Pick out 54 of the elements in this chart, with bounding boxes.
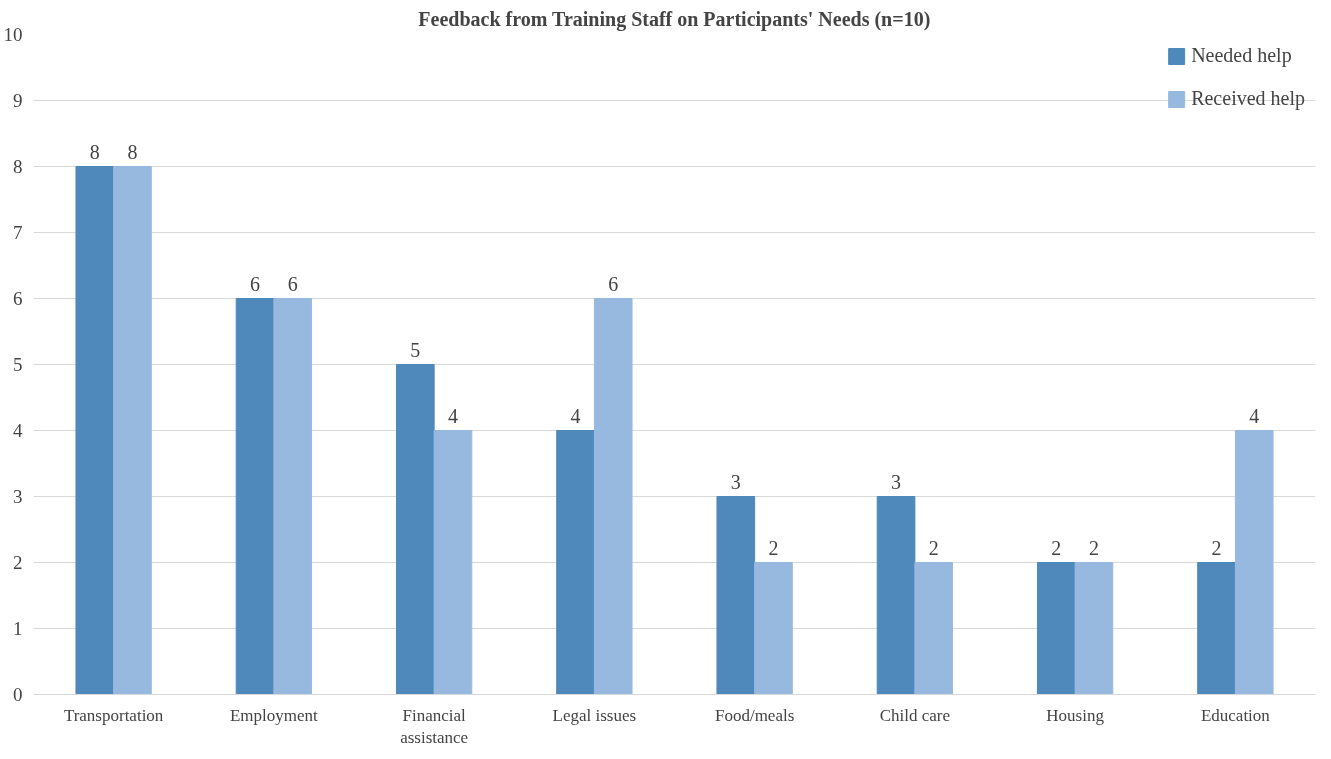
data-label: 3 bbox=[730, 470, 741, 493]
x-tick-label: Food/meals bbox=[714, 705, 795, 725]
bar bbox=[556, 430, 595, 695]
bar bbox=[593, 298, 633, 695]
data-label: 5 bbox=[410, 338, 421, 361]
legend-label: Needed help bbox=[1191, 44, 1292, 67]
data-label: 2 bbox=[928, 536, 939, 559]
y-tick-label: 9 bbox=[13, 90, 23, 111]
bar bbox=[75, 166, 115, 695]
data-label: 2 bbox=[1211, 536, 1222, 559]
y-tick-label: 8 bbox=[13, 156, 23, 177]
data-label: 4 bbox=[570, 404, 581, 427]
y-tick-label: 1 bbox=[13, 618, 23, 639]
y-tick-label: 6 bbox=[13, 288, 23, 309]
data-label: 6 bbox=[608, 272, 619, 295]
bar bbox=[1036, 562, 1076, 695]
bar bbox=[1074, 562, 1114, 695]
bar bbox=[113, 166, 152, 695]
y-tick-label: 4 bbox=[13, 420, 23, 441]
chart-title: Feedback from Training Staff on Participants' Needs (n=10) bbox=[418, 7, 931, 31]
x-tick-label: Employment bbox=[229, 705, 319, 725]
bar bbox=[754, 562, 793, 695]
y-tick-label: 7 bbox=[13, 222, 23, 243]
x-tick-label: Transportation bbox=[63, 705, 164, 725]
y-tick-label: 0 bbox=[13, 684, 23, 705]
data-label: 2 bbox=[1051, 536, 1062, 559]
data-label: 4 bbox=[447, 404, 458, 427]
bar bbox=[235, 298, 275, 695]
y-tick-label: 2 bbox=[13, 552, 23, 573]
data-label: 8 bbox=[89, 140, 100, 163]
y-tick-label: 10 bbox=[3, 24, 23, 45]
data-label: 2 bbox=[768, 536, 779, 559]
bar bbox=[1234, 430, 1274, 695]
x-tick-label: Housing bbox=[1046, 705, 1105, 725]
bar bbox=[1197, 562, 1236, 695]
bar bbox=[395, 364, 435, 695]
x-tick-label: Financial assistance bbox=[400, 705, 469, 748]
data-label: 6 bbox=[287, 272, 298, 295]
bar bbox=[876, 496, 916, 695]
data-label: 4 bbox=[1249, 404, 1260, 427]
legend-label: Received help bbox=[1191, 87, 1305, 110]
data-label: 2 bbox=[1088, 536, 1099, 559]
bar bbox=[273, 298, 313, 695]
y-tick-label: 3 bbox=[13, 486, 23, 507]
data-label: 8 bbox=[127, 140, 138, 163]
data-label: 3 bbox=[891, 470, 902, 493]
x-tick-label: Education bbox=[1200, 705, 1271, 725]
bar bbox=[716, 496, 756, 695]
x-tick-label: Legal issues bbox=[552, 705, 637, 725]
x-tick-label: Child care bbox=[879, 705, 951, 725]
bar bbox=[914, 562, 954, 695]
bar bbox=[433, 430, 473, 695]
y-tick-label: 5 bbox=[13, 354, 23, 375]
data-label: 6 bbox=[250, 272, 261, 295]
